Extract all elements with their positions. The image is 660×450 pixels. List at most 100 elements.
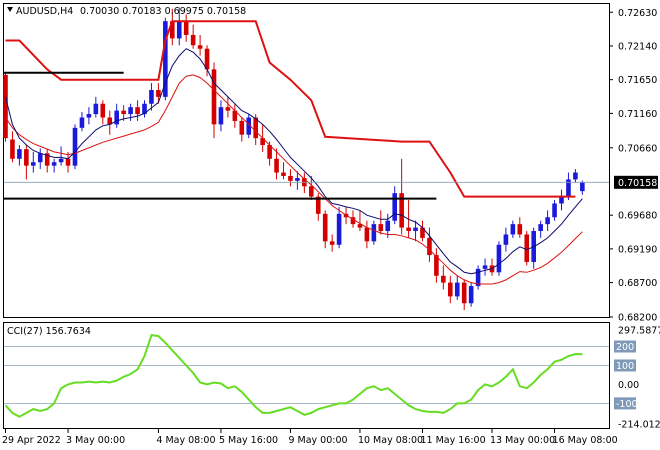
candle-body	[281, 172, 286, 176]
candle-body	[350, 217, 356, 225]
cci-pane-frame	[3, 322, 610, 429]
candle-body	[524, 234, 530, 262]
candle-body	[24, 149, 29, 166]
cci-line	[4, 333, 583, 418]
candle-body	[399, 193, 404, 228]
candle-body	[176, 21, 182, 39]
triangle-down-icon[interactable]	[7, 7, 13, 12]
candle-body	[3, 74, 8, 139]
candle-body	[253, 117, 258, 139]
candle-body	[37, 153, 43, 163]
cci-level-tag	[614, 397, 636, 410]
candle-body	[552, 203, 557, 218]
cci-tick-label: -214.0126	[618, 420, 660, 431]
price-pane-frame	[3, 3, 610, 318]
candle-body	[86, 114, 92, 118]
candle-body	[517, 224, 523, 235]
current-price-label: 0.70158	[618, 178, 657, 189]
candle-body	[378, 224, 384, 232]
candle-body	[93, 103, 99, 115]
candle-body	[434, 255, 439, 276]
candle-body	[65, 158, 71, 166]
candle-body	[274, 158, 279, 173]
candle-body	[232, 110, 238, 121]
candle-body	[475, 268, 481, 287]
candle-body	[448, 282, 453, 297]
candle-body	[454, 282, 460, 297]
cci-level-label: -100	[616, 399, 638, 410]
ma-slow-line	[5, 74, 583, 285]
candle-body	[503, 234, 509, 245]
time-tick-label: 11 May 16:00	[421, 435, 486, 446]
candle-body	[545, 217, 550, 225]
price-tick-label: 0.72140	[618, 41, 657, 52]
ma-fast-line	[5, 48, 583, 275]
candle-body	[260, 138, 265, 146]
candle-body	[190, 34, 196, 46]
candle-body	[559, 196, 564, 204]
candle-body	[107, 117, 113, 125]
time-tick-label: 9 May 00:00	[288, 435, 347, 446]
candle-body	[197, 45, 203, 49]
cci-level-tag	[614, 359, 636, 372]
cci-tick-label: 297.5877	[618, 326, 660, 337]
price-tick-label: 0.69190	[618, 244, 657, 255]
price-plot	[3, 7, 609, 311]
resistance-step-line	[5, 20, 576, 198]
candle-body	[79, 117, 85, 128]
candle-body	[183, 21, 189, 35]
candle-body	[72, 127, 78, 166]
cci-tick-label: 0.00	[618, 380, 639, 391]
candle-body	[204, 48, 210, 70]
candle-body	[218, 107, 224, 125]
candle-body	[239, 120, 245, 135]
candle-body	[44, 153, 50, 166]
candle-body	[10, 139, 15, 159]
candle-body	[211, 69, 217, 125]
candle-body	[51, 162, 57, 166]
price-tick-label: 0.71650	[618, 75, 657, 86]
price-tick-label: 0.68700	[618, 278, 657, 289]
price-tick-label: 0.72630	[618, 8, 657, 19]
candle-body	[461, 282, 467, 304]
candle-body	[468, 286, 474, 304]
cci-plot	[4, 333, 609, 418]
candle-body	[406, 227, 411, 232]
candle-body	[170, 21, 175, 39]
candle-body	[441, 275, 446, 283]
price-tick-label: 0.71160	[618, 109, 657, 120]
cci-level-tag	[614, 340, 636, 353]
time-tick-label: 5 May 16:00	[219, 435, 278, 446]
candle-body	[17, 149, 22, 159]
candle-body	[420, 227, 425, 238]
candle-body	[364, 227, 370, 242]
candle-body	[385, 220, 391, 232]
current-price-tag	[614, 175, 658, 189]
candle-body	[315, 196, 321, 214]
candle-body	[246, 117, 252, 135]
price-tick-label: 0.69680	[618, 211, 657, 222]
candle-body	[329, 241, 335, 245]
candle-body	[100, 103, 106, 118]
time-tick-label: 13 May 00:00	[490, 435, 555, 446]
candle-body	[357, 224, 363, 228]
axes: 0.72630 0.72140 0.71650 0.71160 0.70660 0.701…	[2, 8, 660, 446]
cci-level-label: 200	[616, 342, 634, 353]
chart-ohlc: 0.70030 0.70183 0.69975 0.70158	[80, 6, 246, 17]
chart-symbol: AUDUSD,H4	[16, 6, 73, 17]
candle-body	[149, 89, 154, 104]
candle-body	[114, 110, 119, 125]
candle-body	[496, 244, 502, 273]
price-tick-label: 0.70660	[618, 143, 657, 154]
candle-body	[31, 162, 36, 166]
candle-body	[573, 172, 578, 180]
candle-body	[128, 107, 133, 115]
cci-level-label: 100	[616, 361, 634, 372]
candle-body	[336, 213, 342, 245]
candle-body	[58, 158, 64, 163]
time-tick-label: 29 Apr 2022	[2, 435, 61, 446]
candle-body	[288, 175, 293, 181]
candle-body	[295, 178, 300, 181]
candle-body	[427, 237, 432, 256]
